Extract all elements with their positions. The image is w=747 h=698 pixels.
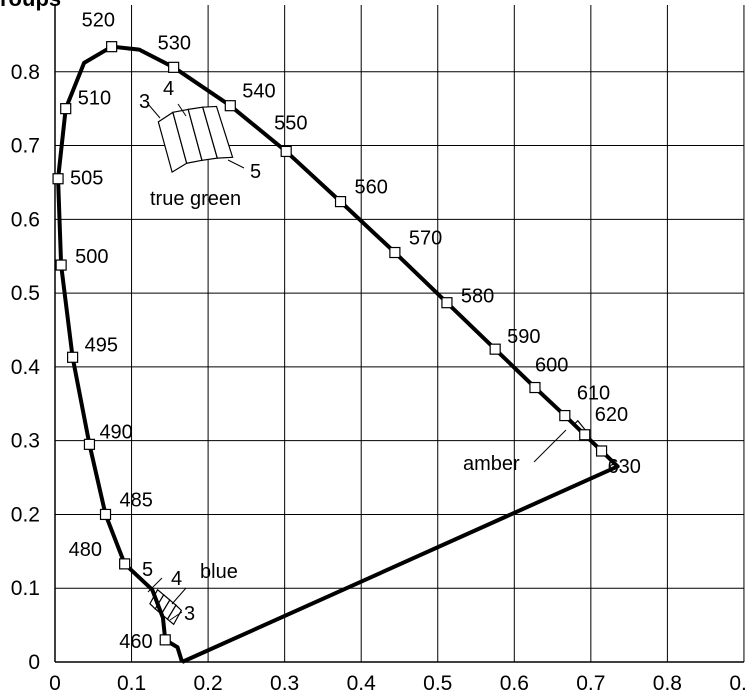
wavelength-marker xyxy=(529,381,541,394)
wavelength-marker xyxy=(441,297,453,309)
wavelength-marker xyxy=(168,61,180,73)
x-tick-label: 0.4 xyxy=(347,672,377,695)
annotation-leader-line xyxy=(177,103,187,117)
annotation-leader-line xyxy=(171,587,187,605)
bin-region-polygon xyxy=(201,105,234,159)
wavelength-label: 480 xyxy=(69,539,102,561)
wavelength-label: 490 xyxy=(99,421,132,443)
x-tick-label: 0.2 xyxy=(193,672,222,695)
y-tick-label: 0.5 xyxy=(11,282,40,305)
annotation-leader-line xyxy=(227,159,245,169)
y-tick-label: 0.3 xyxy=(11,430,40,453)
wavelength-marker xyxy=(489,343,501,355)
annotation-leader-line xyxy=(147,103,161,119)
wavelength-label: 500 xyxy=(75,246,108,268)
wavelength-markers: 460 480 485 490 495 500 505 510 520 530 540 550 560 5… xyxy=(52,10,641,653)
y-tick-label: 0.2 xyxy=(11,503,40,526)
wavelength-marker xyxy=(334,196,347,208)
wavelength-label: 580 xyxy=(461,286,494,308)
x-tick-label: 0.3 xyxy=(270,672,299,695)
wavelength-label: 510 xyxy=(78,88,111,110)
wavelength-label: 485 xyxy=(120,489,153,511)
chart-title-fragment: roups xyxy=(0,0,61,12)
y-tick-label: 0.1 xyxy=(11,577,40,600)
wavelength-marker xyxy=(60,103,72,115)
wavelength-label: 590 xyxy=(507,326,540,348)
wavelength-marker xyxy=(159,634,171,646)
region-annotations: true green 3 4 5 blue 5 4 3 amber xyxy=(139,78,567,625)
wavelength-marker xyxy=(224,100,236,112)
wavelength-marker xyxy=(559,409,571,422)
green-bin-label-5: 5 xyxy=(250,161,261,183)
wavelength-label: 630 xyxy=(608,456,641,478)
spectral-locus xyxy=(56,44,620,664)
wavelength-label: 460 xyxy=(119,631,152,653)
wavelength-label: 620 xyxy=(595,404,628,426)
x-tick-label: 0.5 xyxy=(423,672,452,695)
wavelength-marker xyxy=(52,173,64,185)
wavelength-marker xyxy=(99,508,112,521)
axes xyxy=(54,5,744,663)
wavelength-label: 550 xyxy=(274,112,307,134)
wavelength-marker xyxy=(106,41,118,53)
wavelength-label: 570 xyxy=(409,228,442,250)
blue-bin-label-4: 4 xyxy=(171,568,182,590)
green-bin-label-4: 4 xyxy=(163,78,174,100)
wavelength-marker xyxy=(55,259,67,271)
wavelength-label: 505 xyxy=(70,168,103,190)
blue-bin-label-3: 3 xyxy=(184,603,195,625)
annotation-leader-line xyxy=(533,429,567,463)
wavelength-label: 600 xyxy=(535,355,568,377)
y-tick-label: 0.7 xyxy=(11,135,40,158)
wavelength-label: 610 xyxy=(577,383,610,405)
y-tick-label: 0.8 xyxy=(11,61,40,84)
wavelength-label: 540 xyxy=(242,81,275,103)
spectral-locus-line xyxy=(56,44,620,664)
region-label-blue: blue xyxy=(200,561,238,583)
wavelength-marker xyxy=(83,438,96,450)
green-bin-label-3: 3 xyxy=(139,91,150,113)
wavelength-marker xyxy=(119,558,131,570)
annotation-leader-line xyxy=(169,611,183,621)
wavelength-marker xyxy=(280,145,292,158)
wavelength-marker xyxy=(389,246,401,259)
x-tick-label: 0.8 xyxy=(653,672,682,695)
y-tick-label: 0.4 xyxy=(11,356,41,379)
blue-bin-label-5: 5 xyxy=(142,559,153,581)
x-tick-label: 0.6 xyxy=(500,672,529,695)
y-tick-label: 0.6 xyxy=(11,208,40,231)
x-tick-label: 0 xyxy=(49,672,61,695)
x-tick-label: 0.9 xyxy=(729,672,747,695)
region-label-amber: amber xyxy=(463,453,520,475)
wavelength-label: 530 xyxy=(158,32,191,54)
wavelength-label: 495 xyxy=(85,334,118,356)
wavelength-marker xyxy=(579,429,591,441)
wavelength-marker xyxy=(67,351,79,363)
wavelength-label: 520 xyxy=(82,10,115,32)
x-tick-label: 0.7 xyxy=(576,672,605,695)
wavelength-label: 560 xyxy=(355,177,388,199)
wavelength-marker xyxy=(595,445,608,457)
x-tick-label: 0.1 xyxy=(117,672,146,695)
tick-labels: 0 0.1 0.2 0.3 0.4 0.5 0.6 0.7 0.8 0.9 0 0.1 0.2 0.3 0.… xyxy=(11,61,747,695)
region-label-true-green: true green xyxy=(150,188,241,210)
annotation-leader-line xyxy=(147,577,163,593)
y-tick-label: 0 xyxy=(28,651,40,674)
